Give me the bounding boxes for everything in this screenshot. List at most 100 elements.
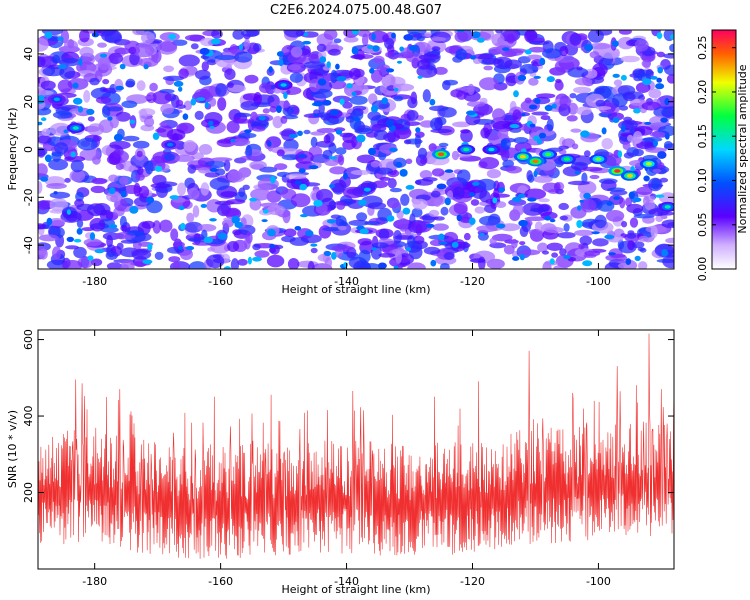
spectrogram-cell	[178, 54, 200, 67]
spectrogram-cell	[542, 48, 562, 59]
spectrogram-cell	[316, 43, 327, 53]
spectrogram-cell	[659, 177, 669, 183]
spectrogram-cell	[575, 106, 592, 116]
spectrogram-cell	[492, 108, 506, 122]
spectrogram-cell	[657, 66, 663, 74]
colorbar-tick-label: 0.25	[696, 35, 709, 60]
spectrogram-cell	[42, 66, 65, 77]
spectrogram-cell	[618, 30, 632, 35]
spectrogram-cell	[73, 246, 87, 259]
spectrogram-cell	[132, 30, 145, 36]
snr-frame	[37, 329, 675, 570]
spectrogram-cell	[532, 175, 553, 183]
spectrogram-cell	[567, 102, 579, 115]
spectrogram-cell	[69, 169, 86, 182]
spectrogram-cell	[400, 193, 410, 206]
spectrogram-cell	[579, 199, 584, 203]
spectrogram-x-ticks: -180 -160 -140 -120 -100	[82, 30, 611, 288]
spectrogram-cell	[343, 36, 359, 43]
spectrogram-cell	[324, 257, 333, 268]
spectrogram-cell	[177, 182, 187, 196]
spectrogram-cell	[209, 97, 217, 107]
spectrogram-cell	[661, 219, 674, 229]
spectrogram-feature	[563, 157, 571, 161]
spectrogram-cell	[326, 61, 331, 69]
spectrogram-feature	[437, 152, 445, 157]
spectrogram-cell	[641, 101, 661, 111]
spectrogram-cell	[472, 57, 482, 64]
y-tick-label: 400	[22, 406, 35, 427]
spectrogram-cell	[483, 65, 494, 71]
spectrogram-cell	[554, 54, 575, 63]
spectrogram-cell	[554, 59, 575, 73]
spectrogram-cell	[607, 187, 626, 192]
spectrogram-cell	[583, 253, 597, 258]
spectrogram-cell	[387, 129, 396, 143]
spectrogram-cell	[220, 191, 238, 198]
spectrogram-cell	[536, 138, 543, 145]
spectrogram-cell	[186, 212, 195, 223]
spectrogram-cell	[469, 192, 475, 197]
spectrogram-cell	[49, 198, 68, 212]
spectrogram-cell	[145, 160, 154, 175]
spectrogram-cell	[533, 170, 538, 178]
spectrogram-cell	[262, 108, 270, 114]
spectrogram-cell	[629, 98, 645, 106]
spectrogram-cell	[86, 148, 97, 157]
spectrogram-cell	[64, 177, 71, 183]
spectrogram-cell	[57, 79, 73, 93]
spectrogram-cell	[546, 242, 563, 251]
spectrogram-cell	[453, 201, 468, 215]
spectrogram-cell	[257, 177, 279, 191]
spectrogram-cell	[417, 147, 428, 160]
spectrogram-cell	[621, 124, 626, 133]
spectrogram-cell	[558, 202, 569, 211]
spectrogram-cell	[252, 256, 262, 262]
spectrogram-cell	[182, 113, 189, 120]
spectrogram-cell	[101, 30, 122, 43]
spectrogram-cell	[438, 241, 448, 245]
spectrogram-cell	[411, 207, 423, 218]
spectrogram-cell	[230, 258, 239, 269]
spectrogram-cell	[518, 249, 541, 256]
spectrogram-cell	[451, 241, 459, 248]
spectrogram-cell	[163, 65, 175, 73]
spectrogram-cell	[452, 121, 471, 128]
spectrogram-cell	[407, 30, 427, 35]
spectrogram-cell	[38, 135, 52, 144]
spectrogram-cell	[308, 165, 319, 170]
spectrogram-cell	[199, 47, 210, 55]
spectrogram-cell	[524, 49, 532, 55]
spectrogram-cell	[546, 76, 555, 83]
spectrogram-cell	[122, 135, 140, 142]
colorbar-ticks: 0.00 0.05 0.10 0.15 0.20 0.25	[696, 35, 736, 281]
spectrogram-cell	[559, 248, 567, 256]
spectrogram-cell	[240, 100, 259, 111]
spectrogram-cell	[579, 235, 593, 246]
spectrogram-cell	[620, 55, 640, 63]
spectrogram-cell	[194, 110, 204, 120]
spectrogram-cell	[146, 196, 155, 204]
spectrogram-cell	[343, 262, 348, 268]
colorbar-tick-label: 0.15	[696, 124, 709, 149]
spectrogram-cell	[394, 88, 399, 92]
spectrogram-cell	[46, 217, 53, 226]
spectrogram-cell	[259, 82, 272, 94]
spectrogram-cell	[406, 110, 419, 121]
spectrogram-cell	[303, 32, 309, 37]
spectrogram-cell	[313, 113, 319, 118]
spectrogram-cell	[351, 46, 359, 55]
spectrogram-cell	[405, 158, 413, 165]
spectrogram-cell	[38, 95, 45, 101]
spectrogram-cell	[385, 68, 395, 73]
spectrogram-cell	[297, 154, 307, 158]
spectrogram-cell	[537, 242, 549, 253]
spectrogram-cell	[404, 121, 421, 126]
spectrogram-cell	[601, 138, 613, 150]
spectrogram-cell	[41, 128, 51, 136]
spectrogram-cell	[359, 228, 370, 235]
colorbar-label: Normalized spectral amplitude	[736, 64, 749, 233]
spectrogram-cell	[451, 150, 460, 161]
spectrogram-cell	[125, 78, 136, 88]
